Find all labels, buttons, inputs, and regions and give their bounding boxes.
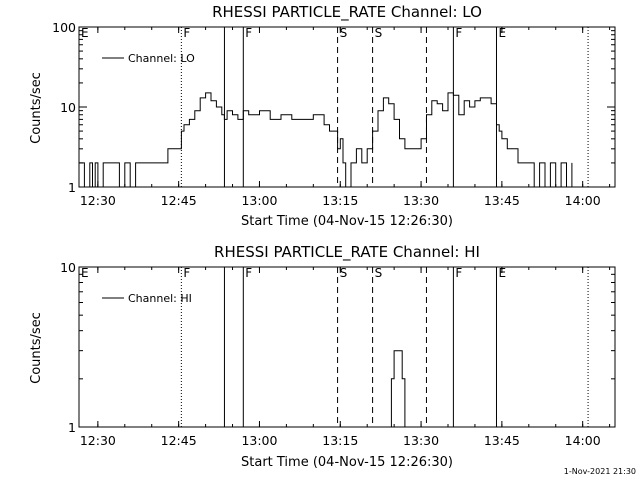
chart-hi-xtick-label: 14:00 xyxy=(565,433,601,448)
chart-hi-series xyxy=(388,350,406,428)
chart-hi-xtick-label: 13:00 xyxy=(241,433,277,448)
chart-lo-ytick-label: 10 xyxy=(60,100,76,115)
chart-hi-marker-label: F xyxy=(455,266,462,280)
chart-lo-xtick-label: 13:00 xyxy=(241,193,277,208)
chart-hi-marker-label: S xyxy=(375,266,383,280)
chart-lo-ylabel: Counts/sec xyxy=(29,72,44,144)
chart-lo-xtick-label: 13:15 xyxy=(322,193,358,208)
chart-hi-xtick-label: 13:15 xyxy=(322,433,358,448)
chart-hi: RHESSI PARTICLE_RATE Channel: HI Counts/… xyxy=(29,243,616,470)
footer-date: 1-Nov-2021 21:30 xyxy=(564,467,636,476)
chart-hi-title: RHESSI PARTICLE_RATE Channel: HI xyxy=(214,243,480,262)
chart-hi-marker-label: F xyxy=(245,266,252,280)
chart-lo-xtick-label: 14:00 xyxy=(565,193,601,208)
chart-lo: RHESSI PARTICLE_RATE Channel: LO Counts/… xyxy=(29,3,616,229)
chart-lo-xlabel: Start Time (04-Nov-15 12:26:30) xyxy=(241,214,453,229)
chart-lo-title: RHESSI PARTICLE_RATE Channel: LO xyxy=(212,3,482,22)
chart-lo-marker-label: F xyxy=(183,26,190,40)
chart-hi-marker-label: E xyxy=(81,266,89,280)
chart-hi-marker-label: F xyxy=(183,266,190,280)
chart-lo-marker-label: F xyxy=(455,26,462,40)
chart-lo-xtick-label: 13:30 xyxy=(403,193,439,208)
chart-lo-xtick-label: 12:30 xyxy=(80,193,116,208)
chart-lo-legend: Channel: LO xyxy=(102,52,195,65)
chart-lo-series xyxy=(79,92,573,188)
chart-hi-xtick-label: 13:30 xyxy=(403,433,439,448)
chart-lo-marker-label: S xyxy=(375,26,383,40)
chart-lo-frame xyxy=(78,26,616,188)
chart-hi-ytick-label: 10 xyxy=(60,260,76,275)
chart-lo-xtick-label: 12:45 xyxy=(161,193,197,208)
chart-lo-ytick-label: 1 xyxy=(68,180,76,195)
chart-hi-xtick-label: 12:30 xyxy=(80,433,116,448)
chart-hi-ylabel: Counts/sec xyxy=(29,312,44,384)
chart-hi-xlabel: Start Time (04-Nov-15 12:26:30) xyxy=(241,455,453,470)
chart-lo-series-line xyxy=(79,92,573,188)
chart-hi-xtick-label: 13:45 xyxy=(484,433,520,448)
chart-hi-frame xyxy=(78,266,616,428)
chart-hi-marker-label: S xyxy=(340,266,348,280)
chart-hi-legend-label: Channel: HI xyxy=(128,292,192,305)
chart-lo-ticks: 12:30 12:45 13:00 13:15 13:30 13:45 14:00 1 10 10… xyxy=(52,20,615,208)
chart-lo-marker-label: S xyxy=(340,26,348,40)
chart-lo-marker-label: E xyxy=(81,26,89,40)
chart-hi-event-markers: EFFSSFE xyxy=(78,266,589,427)
chart-lo-xtick-label: 13:45 xyxy=(484,193,520,208)
chart-hi-series-line xyxy=(388,350,406,428)
chart-hi-xtick-label: 12:45 xyxy=(161,433,197,448)
chart-hi-ytick-label: 1 xyxy=(68,420,76,435)
chart-hi-legend: Channel: HI xyxy=(102,292,192,305)
chart-lo-ytick-label: 100 xyxy=(52,20,76,35)
chart-lo-marker-label: F xyxy=(245,26,252,40)
chart-lo-legend-label: Channel: LO xyxy=(128,52,195,65)
